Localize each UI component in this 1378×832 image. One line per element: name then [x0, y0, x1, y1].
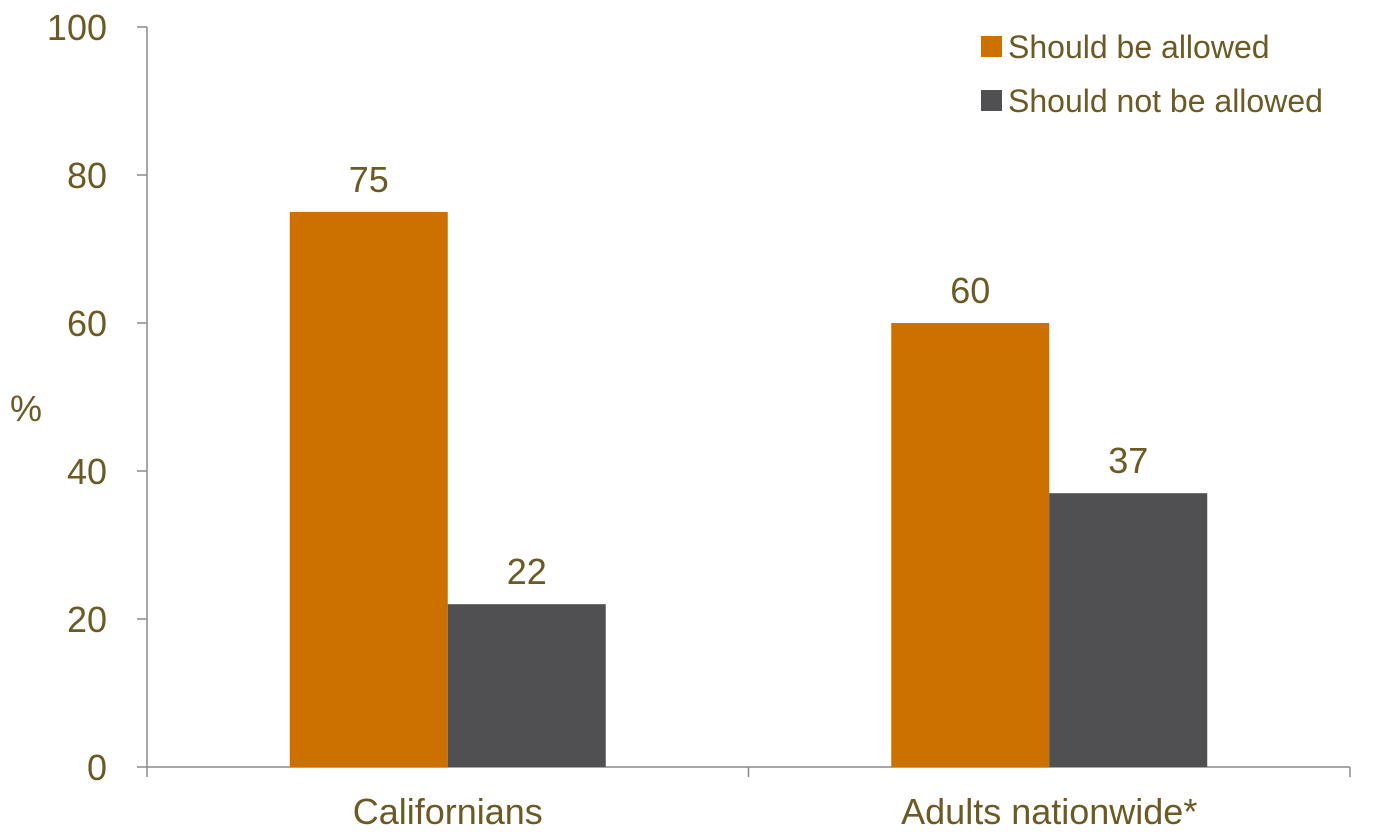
category-label: Californians — [353, 791, 543, 832]
y-tick-label: 40 — [67, 451, 107, 492]
y-tick-label: 100 — [47, 7, 107, 48]
category-labels: Californians Adults nationwide* — [353, 791, 1198, 832]
bar-should-be-allowed — [289, 212, 448, 767]
legend-label-should-not-be-allowed: Should not be allowed — [1008, 83, 1323, 119]
legend-swatch-should-not-be-allowed — [981, 90, 1002, 111]
y-tick-label: 0 — [87, 747, 107, 788]
y-axis-title: % — [10, 388, 42, 429]
bar-should-not-be-allowed — [447, 604, 606, 767]
legend: Should be allowed Should not be allowed — [981, 29, 1323, 119]
bar-labels: 75 22 60 37 — [349, 159, 1149, 592]
legend-swatch-should-be-allowed — [981, 36, 1002, 57]
y-ticks: 0 20 40 60 80 100 — [47, 7, 147, 788]
bar-value-label: 37 — [1108, 440, 1148, 481]
legend-label-should-be-allowed: Should be allowed — [1008, 29, 1270, 65]
y-tick-label: 20 — [67, 599, 107, 640]
category-label: Adults nationwide* — [901, 791, 1197, 832]
bar-value-label: 60 — [950, 270, 990, 311]
bar-should-not-be-allowed — [1049, 493, 1208, 767]
bars — [289, 212, 1208, 767]
bar-should-be-allowed — [891, 323, 1050, 767]
bar-value-label: 22 — [507, 551, 547, 592]
y-tick-label: 60 — [67, 303, 107, 344]
y-tick-label: 80 — [67, 155, 107, 196]
bar-value-label: 75 — [349, 159, 389, 200]
x-ticks — [146, 767, 1351, 777]
